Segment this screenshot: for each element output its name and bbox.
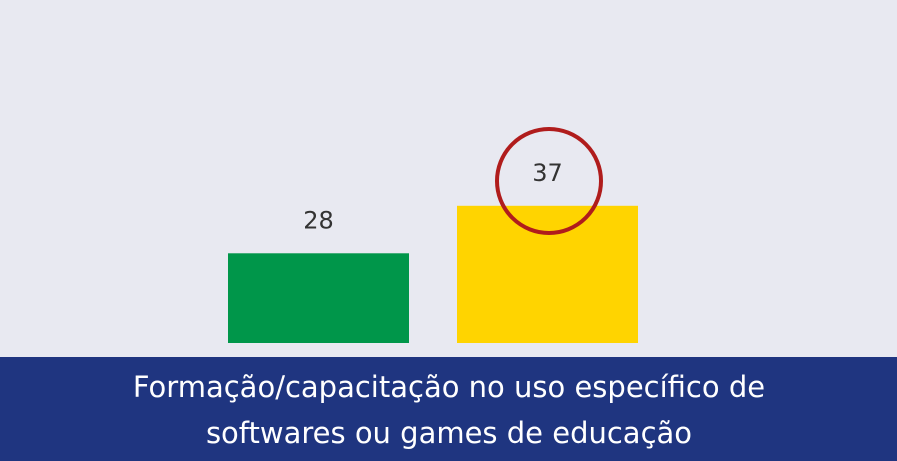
bars: 28 37 bbox=[228, 159, 638, 343]
bar bbox=[228, 253, 409, 343]
highlight-circle bbox=[495, 127, 603, 235]
chart-title: Formação/capacitação no uso específico d… bbox=[133, 370, 765, 404]
bar bbox=[457, 205, 638, 343]
title-banner bbox=[0, 357, 897, 461]
data-label: 28 bbox=[303, 206, 334, 234]
chart-title: softwares ou games de educação bbox=[206, 416, 692, 450]
data-label: 37 bbox=[532, 159, 563, 187]
